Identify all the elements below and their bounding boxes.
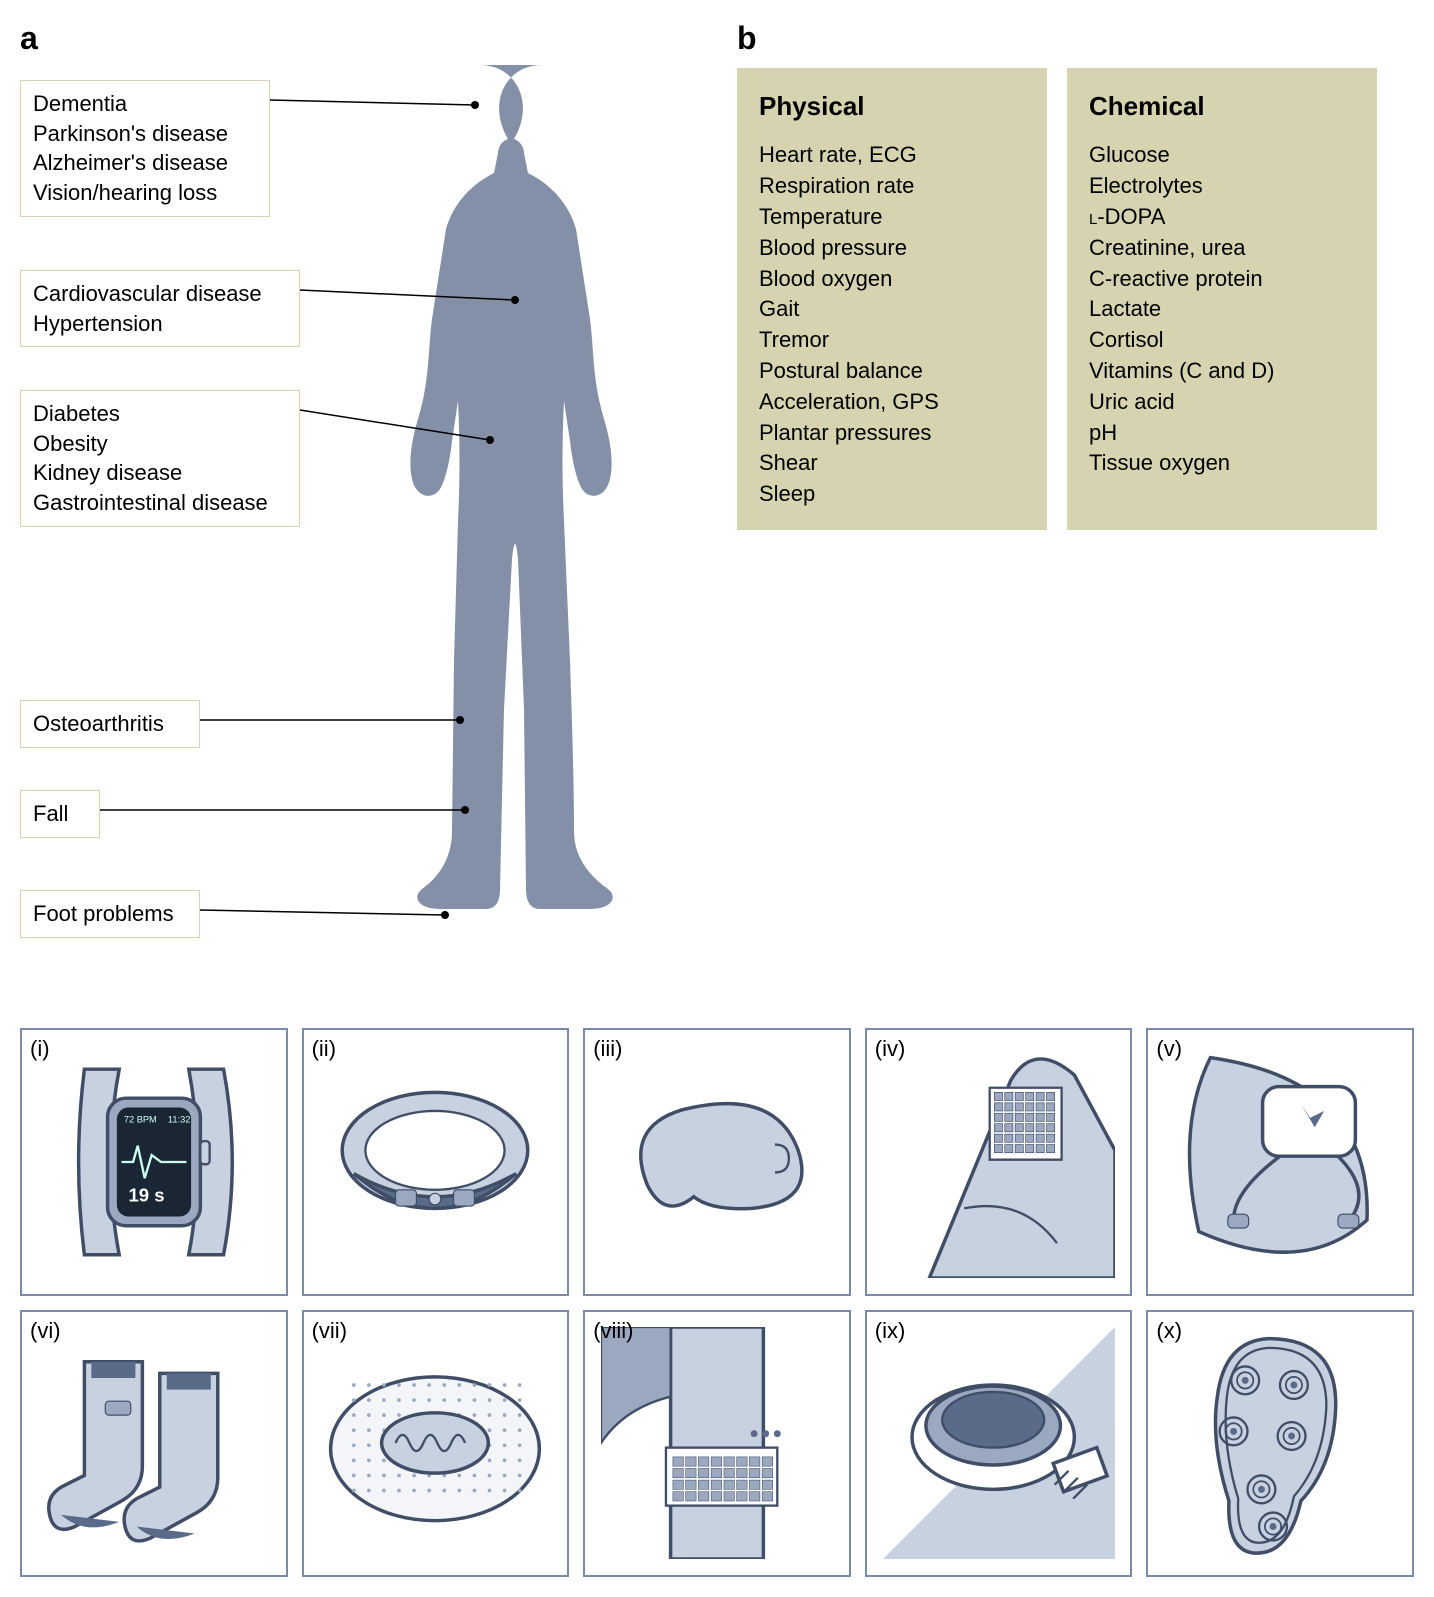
chemical-list: GlucoseElectrolytesl-DOPACreatinine, ure… bbox=[1089, 140, 1355, 479]
physical-item: Blood oxygen bbox=[759, 264, 1025, 295]
chemical-item: Tissue oxygen bbox=[1089, 448, 1355, 479]
tile-roman-label: (viii) bbox=[593, 1318, 633, 1344]
tile-roman-label: (x) bbox=[1156, 1318, 1182, 1344]
panel-c: c (i) 72 BPM 11:32 19 s (ii) (iii) bbox=[20, 1028, 1414, 1577]
panel-b-label: b bbox=[737, 20, 757, 57]
chemical-column: Chemical GlucoseElectrolytesl-DOPACreati… bbox=[1067, 68, 1377, 530]
smart-socks-icon bbox=[22, 1312, 286, 1576]
device-tile-wrist-cuff-array: (viii) bbox=[583, 1310, 851, 1578]
condition-item: Obesity bbox=[33, 429, 287, 459]
condition-item: Cardiovascular disease bbox=[33, 279, 287, 309]
chemical-item: Uric acid bbox=[1089, 387, 1355, 418]
figure-root: a DementiaParkinson's diseaseAlzheimer's… bbox=[20, 20, 1414, 1577]
top-row: a DementiaParkinson's diseaseAlzheimer's… bbox=[20, 20, 1414, 980]
physical-list: Heart rate, ECGRespiration rateTemperatu… bbox=[759, 140, 1025, 510]
tile-roman-label: (ix) bbox=[875, 1318, 906, 1344]
device-tile-smartwatch: (i) 72 BPM 11:32 19 s bbox=[20, 1028, 288, 1296]
physical-item: Heart rate, ECG bbox=[759, 140, 1025, 171]
chemical-item: l-DOPA bbox=[1089, 202, 1355, 233]
physical-item: Shear bbox=[759, 448, 1025, 479]
condition-item: Foot problems bbox=[33, 899, 187, 929]
chemical-item: pH bbox=[1089, 418, 1355, 449]
condition-item: Kidney disease bbox=[33, 458, 287, 488]
chemical-title: Chemical bbox=[1089, 88, 1355, 124]
condition-box-knee: Osteoarthritis bbox=[20, 700, 200, 748]
tile-roman-label: (vi) bbox=[30, 1318, 61, 1344]
svg-text:11:32: 11:32 bbox=[168, 1114, 190, 1124]
chemical-item: Electrolytes bbox=[1089, 171, 1355, 202]
svg-text:72 BPM: 72 BPM bbox=[124, 1114, 157, 1124]
device-tile-hearing-aid: (iii) bbox=[583, 1028, 851, 1296]
hearing-aid-icon bbox=[585, 1030, 849, 1294]
condition-box-foot: Foot problems bbox=[20, 890, 200, 938]
tile-roman-label: (ii) bbox=[312, 1036, 336, 1062]
chemical-item: Glucose bbox=[1089, 140, 1355, 171]
condition-box-leg: Fall bbox=[20, 790, 100, 838]
smart-ring-icon bbox=[304, 1030, 568, 1294]
wrist-cuff-array-icon bbox=[585, 1312, 849, 1576]
fingertip-sensor-array-icon bbox=[867, 1030, 1131, 1294]
device-grid: (i) 72 BPM 11:32 19 s (ii) (iii) bbox=[20, 1028, 1414, 1577]
tile-roman-label: (i) bbox=[30, 1036, 50, 1062]
tile-roman-label: (vii) bbox=[312, 1318, 347, 1344]
svg-text:19 s: 19 s bbox=[128, 1184, 164, 1205]
condition-item: Fall bbox=[33, 799, 87, 829]
panel-a: a DementiaParkinson's diseaseAlzheimer's… bbox=[20, 20, 697, 980]
physical-item: Sleep bbox=[759, 479, 1025, 510]
condition-item: Hypertension bbox=[33, 309, 287, 339]
device-tile-adhesive-sensor-pad: (vii) bbox=[302, 1310, 570, 1578]
condition-item: Osteoarthritis bbox=[33, 709, 187, 739]
physical-item: Postural balance bbox=[759, 356, 1025, 387]
condition-item: Vision/hearing loss bbox=[33, 178, 257, 208]
chemical-item: Creatinine, urea bbox=[1089, 233, 1355, 264]
tile-roman-label: (v) bbox=[1156, 1036, 1182, 1062]
condition-item: Gastrointestinal disease bbox=[33, 488, 287, 518]
condition-box-head: DementiaParkinson's diseaseAlzheimer's d… bbox=[20, 80, 270, 217]
cgm-sensor-icon bbox=[867, 1312, 1131, 1576]
panel-b: b Physical Heart rate, ECGRespiration ra… bbox=[737, 20, 1414, 980]
chemical-item: Lactate bbox=[1089, 294, 1355, 325]
physical-item: Tremor bbox=[759, 325, 1025, 356]
smartwatch-icon: 72 BPM 11:32 19 s bbox=[22, 1030, 286, 1294]
device-tile-smart-ring: (ii) bbox=[302, 1028, 570, 1296]
physical-item: Plantar pressures bbox=[759, 418, 1025, 449]
physical-item: Temperature bbox=[759, 202, 1025, 233]
physical-title: Physical bbox=[759, 88, 1025, 124]
chemical-item: Vitamins (C and D) bbox=[1089, 356, 1355, 387]
chemical-item: Cortisol bbox=[1089, 325, 1355, 356]
device-tile-cgm-sensor: (ix) bbox=[865, 1310, 1133, 1578]
adhesive-sensor-pad-icon bbox=[304, 1312, 568, 1576]
skin-patch-device-icon bbox=[1148, 1030, 1412, 1294]
device-tile-fingertip-sensor-array: (iv) bbox=[865, 1028, 1133, 1296]
physical-item: Gait bbox=[759, 294, 1025, 325]
panel-a-label: a bbox=[20, 20, 38, 57]
smart-insole-icon bbox=[1148, 1312, 1412, 1576]
condition-item: Alzheimer's disease bbox=[33, 148, 257, 178]
chemical-item: C-reactive protein bbox=[1089, 264, 1355, 295]
physical-item: Acceleration, GPS bbox=[759, 387, 1025, 418]
condition-box-chest: Cardiovascular diseaseHypertension bbox=[20, 270, 300, 347]
human-silhouette-icon bbox=[340, 60, 620, 960]
condition-item: Diabetes bbox=[33, 399, 287, 429]
device-tile-smart-socks: (vi) bbox=[20, 1310, 288, 1578]
physical-item: Respiration rate bbox=[759, 171, 1025, 202]
device-tile-skin-patch-device: (v) bbox=[1146, 1028, 1414, 1296]
panel-b-columns: Physical Heart rate, ECGRespiration rate… bbox=[737, 68, 1414, 530]
condition-item: Dementia bbox=[33, 89, 257, 119]
physical-column: Physical Heart rate, ECGRespiration rate… bbox=[737, 68, 1047, 530]
condition-item: Parkinson's disease bbox=[33, 119, 257, 149]
tile-roman-label: (iii) bbox=[593, 1036, 622, 1062]
device-tile-smart-insole: (x) bbox=[1146, 1310, 1414, 1578]
condition-box-abdomen: DiabetesObesityKidney diseaseGastrointes… bbox=[20, 390, 300, 527]
tile-roman-label: (iv) bbox=[875, 1036, 906, 1062]
physical-item: Blood pressure bbox=[759, 233, 1025, 264]
